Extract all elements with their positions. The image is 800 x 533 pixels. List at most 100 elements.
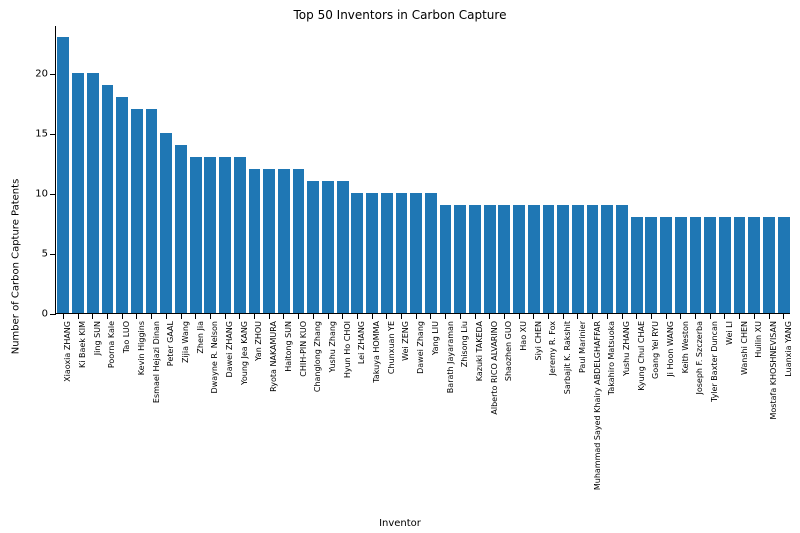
x-tick-label: Keith Weston (681, 321, 690, 373)
x-tick-label: Paul Marinier (578, 321, 587, 373)
bar (57, 37, 69, 313)
x-tick (739, 313, 740, 319)
x-tick (695, 313, 696, 319)
x-tick (636, 313, 637, 319)
bar (366, 193, 378, 313)
x-tick (724, 313, 725, 319)
x-tick (357, 313, 358, 319)
x-tick (533, 313, 534, 319)
y-tick-label: 0 (42, 309, 48, 320)
x-tick (680, 313, 681, 319)
bar (249, 169, 261, 313)
x-tick (401, 313, 402, 319)
bar (690, 217, 702, 313)
x-tick-label: Xiaoxia ZHANG (63, 321, 72, 382)
x-tick (386, 313, 387, 319)
x-tick-label: Young Jea KANG (240, 321, 249, 385)
x-tick (181, 313, 182, 319)
x-tick-label: Poorna Kale (107, 321, 116, 368)
x-tick (769, 313, 770, 319)
x-tick (107, 313, 108, 319)
x-tick-label: Hao XU (519, 321, 528, 351)
x-tick (225, 313, 226, 319)
x-tick (151, 313, 152, 319)
x-tick (607, 313, 608, 319)
y-tick (50, 314, 56, 315)
x-tick-label: Sarbajit K. Rakshit (563, 321, 572, 394)
y-tick-label: 15 (35, 129, 48, 140)
x-tick (239, 313, 240, 319)
x-tick-label: Yushu Zhang (328, 321, 337, 373)
x-tick-label: Jing SUN (93, 321, 102, 355)
chart-title: Top 50 Inventors in Carbon Capture (0, 8, 800, 22)
y-tick (50, 134, 56, 135)
bar (513, 205, 525, 313)
x-tick (283, 313, 284, 319)
x-tick (519, 313, 520, 319)
x-tick-label: Yan ZHOU (254, 321, 263, 361)
bar (543, 205, 555, 313)
x-tick-label: Kazuki TAKEDA (475, 321, 484, 381)
bar (469, 205, 481, 313)
x-tick-label: Tao LUO (122, 321, 131, 353)
x-tick-label: Muhammad Sayed Khairy ABDELGHAFFAR (593, 321, 602, 490)
y-tick-label: 5 (42, 249, 48, 260)
x-tick-label: Tyler Baxter Duncan (710, 321, 719, 402)
x-tick (592, 313, 593, 319)
bar (204, 157, 216, 313)
bar (131, 109, 143, 313)
x-tick (651, 313, 652, 319)
x-tick (460, 313, 461, 319)
x-tick-label: Siyi CHEN (534, 321, 543, 360)
x-tick (254, 313, 255, 319)
x-tick (475, 313, 476, 319)
bar (381, 193, 393, 313)
bar (146, 109, 158, 313)
bar (763, 217, 775, 313)
x-tick (92, 313, 93, 319)
bar (175, 145, 187, 313)
bar (160, 133, 172, 313)
chart-container: Top 50 Inventors in Carbon Capture Numbe… (0, 0, 800, 533)
x-tick (563, 313, 564, 319)
x-tick (622, 313, 623, 319)
bar (396, 193, 408, 313)
x-tick-label: Huilin XU (754, 321, 763, 358)
bar (410, 193, 422, 313)
x-tick (489, 313, 490, 319)
bar (704, 217, 716, 313)
bar (484, 205, 496, 313)
x-tick (577, 313, 578, 319)
x-tick (195, 313, 196, 319)
x-tick (445, 313, 446, 319)
x-tick-label: Kevin Higgins (137, 321, 146, 375)
x-tick (666, 313, 667, 319)
bar (87, 73, 99, 313)
bar (748, 217, 760, 313)
bar (454, 205, 466, 313)
x-tick (269, 313, 270, 319)
bar (528, 205, 540, 313)
x-tick (328, 313, 329, 319)
y-tick (50, 194, 56, 195)
x-tick-label: Yushu ZHANG (622, 321, 631, 376)
y-axis-label: Number of Carbon Capture Patents (11, 179, 22, 355)
bar (675, 217, 687, 313)
x-tick-label: Zhisong Liu (460, 321, 469, 367)
bar (234, 157, 246, 313)
y-tick-label: 20 (35, 69, 48, 80)
x-tick-label: Dawei ZHANG (225, 321, 234, 377)
bar (734, 217, 746, 313)
x-tick-label: Hyun Ho CHOI (343, 321, 352, 378)
bar (645, 217, 657, 313)
x-tick-label: Ki Baek KIM (78, 321, 87, 368)
x-tick-label: Kyung Chul CHAE (637, 321, 646, 391)
bar (278, 169, 290, 313)
x-tick (372, 313, 373, 319)
x-tick-label: Mostafa KHOSHNEVISAN (769, 321, 778, 419)
bar (116, 97, 128, 313)
x-tick-label: Peter GAAL (166, 321, 175, 366)
bar (219, 157, 231, 313)
x-tick (313, 313, 314, 319)
x-tick-label: Goang Yel RYU (651, 321, 660, 379)
